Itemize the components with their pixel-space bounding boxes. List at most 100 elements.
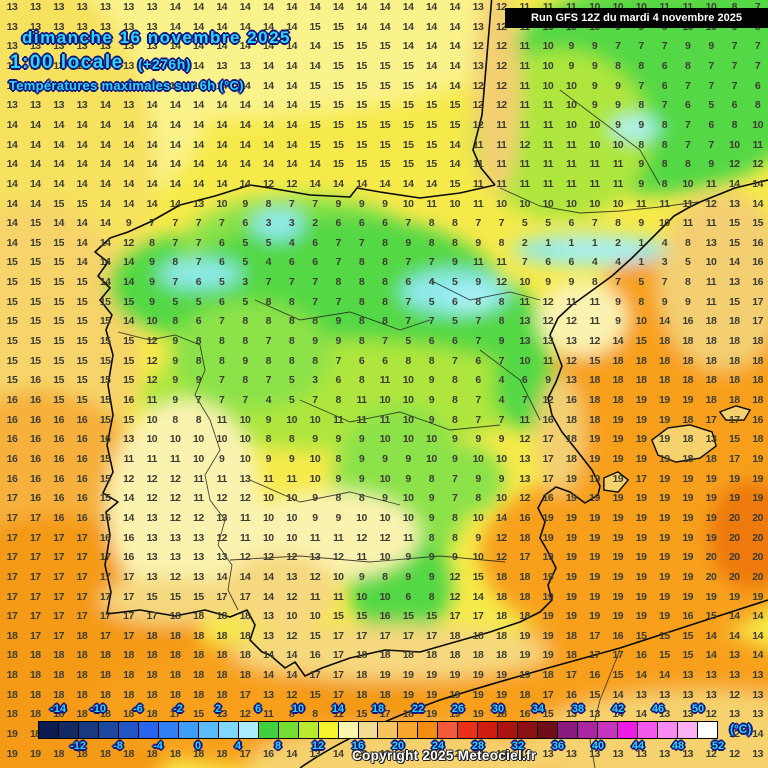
temp-value: 15 <box>6 354 18 367</box>
scale-tick-label: 40 <box>591 740 605 752</box>
temp-value: 17 <box>6 551 18 564</box>
scale-tick-label: 22 <box>411 703 425 715</box>
temp-value: 4 <box>591 256 598 269</box>
temp-value: 4 <box>265 256 272 269</box>
temp-value: 10 <box>402 511 414 524</box>
temp-value: 9 <box>428 374 435 387</box>
temp-value: 14 <box>76 217 88 230</box>
scale-color-cell <box>118 722 139 738</box>
temp-value: 10 <box>682 177 694 190</box>
temp-value: 19 <box>682 590 694 603</box>
temp-value: 14 <box>262 669 274 682</box>
temp-value: 13 <box>589 747 600 760</box>
scale-color-cell <box>138 722 159 738</box>
temp-value: 18 <box>29 728 41 741</box>
temp-value: 18 <box>495 708 507 721</box>
temp-value: 8 <box>498 315 505 328</box>
scale-tick-label: 0 <box>194 740 202 752</box>
temp-value: 5 <box>288 394 295 406</box>
temp-value: 19 <box>752 452 763 465</box>
temp-value: 13 <box>193 531 204 544</box>
temp-value: 18 <box>728 394 740 406</box>
temp-value: 15 <box>309 20 321 33</box>
temp-value: 12 <box>542 295 554 308</box>
temp-value: 12 <box>379 531 391 544</box>
temp-value: 11 <box>566 138 577 151</box>
temp-value: 11 <box>170 452 181 465</box>
temp-value: 13 <box>193 570 204 583</box>
scale-tick-label: 32 <box>511 740 525 752</box>
temp-value: 15 <box>449 118 461 131</box>
temp-value: 10 <box>379 472 391 485</box>
temp-value: 13 <box>728 649 740 662</box>
temp-value: 8 <box>288 433 295 446</box>
temp-value: 19 <box>495 688 507 701</box>
island-fills <box>603 405 751 493</box>
temp-value: 11 <box>542 354 554 367</box>
temp-value: 15 <box>309 629 321 642</box>
temp-value: 13 <box>6 1 18 13</box>
temp-value: 9 <box>125 217 132 230</box>
scale-color-cell <box>697 722 717 738</box>
temp-value: 7 <box>591 217 598 230</box>
temp-value: 18 <box>193 688 204 701</box>
temp-value: 11 <box>519 1 531 13</box>
france-atlantic-coast <box>472 0 496 186</box>
temp-value: 17 <box>752 315 763 328</box>
temp-value: 9 <box>452 551 458 564</box>
temp-value: 18 <box>402 649 414 662</box>
temp-value: 10 <box>589 197 600 210</box>
temp-value: 9 <box>405 452 411 465</box>
scale-color-cell <box>278 722 299 738</box>
temp-value: 13 <box>76 79 88 92</box>
temp-value: 15 <box>402 138 414 151</box>
temp-value: 18 <box>76 629 88 642</box>
temp-value: 15 <box>99 354 111 367</box>
temp-value: 9 <box>219 452 225 465</box>
temp-value: 10 <box>193 433 204 446</box>
scale-tick-label: 52 <box>711 740 725 752</box>
temp-value: 10 <box>472 511 484 524</box>
temp-value: 17 <box>53 610 64 623</box>
temp-value: 8 <box>358 492 365 505</box>
temp-value: 14 <box>262 118 274 131</box>
temp-value: 16 <box>53 472 64 485</box>
temp-value: 17 <box>216 590 228 603</box>
temp-value: 11 <box>519 295 531 308</box>
temp-value: 7 <box>242 394 248 406</box>
temp-value: 15 <box>123 354 134 367</box>
temp-value: 7 <box>475 315 481 328</box>
temp-value: 6 <box>312 256 318 269</box>
temp-value: 6 <box>661 79 668 92</box>
temp-value: 15 <box>379 99 391 112</box>
temp-value: 14 <box>6 177 18 190</box>
temp-value: 15 <box>426 118 437 131</box>
temp-value: 11 <box>705 217 717 230</box>
temp-value: 15 <box>123 413 134 426</box>
temp-value: 15 <box>402 59 414 72</box>
temp-value: 8 <box>452 217 458 230</box>
temp-value: 19 <box>728 492 740 505</box>
temp-value: 19 <box>542 570 554 583</box>
temp-value: 12 <box>728 158 740 171</box>
scale-tick-label: 16 <box>351 740 365 752</box>
temp-value: 19 <box>402 688 414 701</box>
temp-value: 14 <box>53 118 64 131</box>
temp-value: 18 <box>99 708 111 721</box>
temp-value: 18 <box>169 669 181 682</box>
temp-value: 14 <box>752 728 763 741</box>
temp-value: 14 <box>123 492 134 505</box>
temp-value: 18 <box>146 747 158 760</box>
temp-value: 17 <box>239 747 251 760</box>
temp-value: 15 <box>309 138 321 151</box>
temp-value: 19 <box>589 570 600 583</box>
temp-value: 11 <box>589 315 600 328</box>
temp-value: 9 <box>452 256 458 269</box>
temp-value: 12 <box>239 551 251 564</box>
temp-value: 13 <box>495 747 507 760</box>
temp-value: 14 <box>449 20 461 33</box>
temp-value: 14 <box>216 79 228 92</box>
temp-value: 19 <box>565 551 577 564</box>
temp-value: 13 <box>193 197 204 210</box>
temp-value: 18 <box>565 629 577 642</box>
